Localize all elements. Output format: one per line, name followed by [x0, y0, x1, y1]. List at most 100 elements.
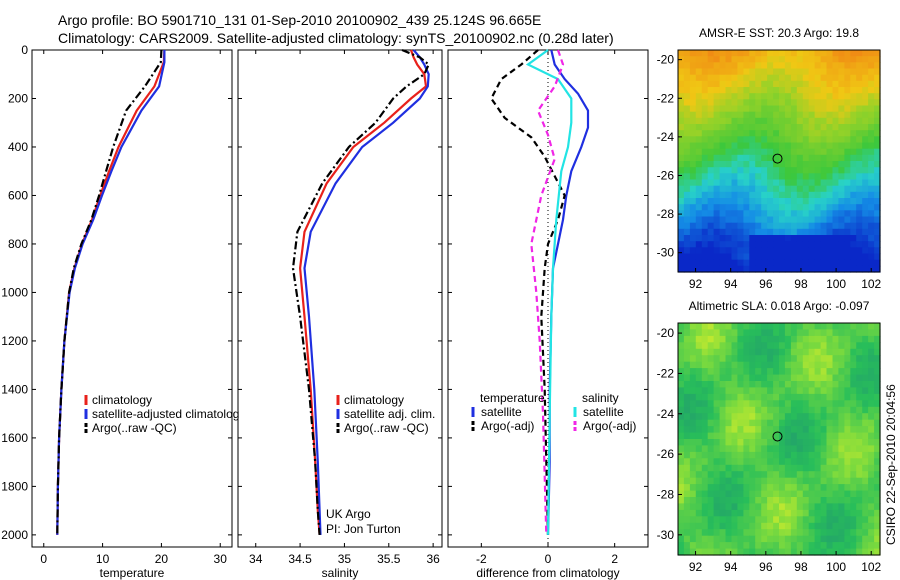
heatmap-cell [743, 471, 750, 479]
heatmap-cell [773, 74, 780, 82]
heatmap-cell [755, 484, 762, 492]
heatmap-cell [856, 387, 863, 395]
heatmap-cell [796, 464, 804, 472]
heatmap-cell [713, 235, 721, 242]
heatmap-cell [725, 87, 732, 94]
heatmap-cell [689, 74, 697, 82]
heatmap-cell [784, 198, 792, 205]
heatmap-cell [755, 191, 762, 199]
heatmap-cell [856, 185, 863, 193]
heatmap-cell [808, 426, 816, 434]
heatmap-cell [850, 161, 857, 168]
heatmap-cell [719, 406, 727, 414]
heatmap-cell [761, 111, 768, 119]
heatmap-cell [719, 451, 727, 459]
heatmap-cell [678, 400, 685, 408]
heatmap-cell [862, 400, 869, 408]
heatmap-cell [779, 161, 786, 168]
heatmap-cell [784, 516, 792, 524]
heatmap-cell [689, 228, 697, 236]
heatmap-cell [820, 445, 828, 453]
heatmap-cell [862, 87, 869, 94]
heatmap-cell [838, 542, 845, 550]
heatmap-cell [737, 99, 744, 107]
heatmap-cell [713, 439, 721, 446]
heatmap-cell [749, 74, 756, 82]
heatmap-cell [826, 99, 833, 107]
heatmap-cell [802, 148, 810, 156]
heatmap-cell [707, 516, 715, 524]
heatmap-cell [826, 419, 833, 427]
heatmap-cell [790, 361, 798, 369]
heatmap-cell [713, 342, 721, 350]
heatmap-cell [844, 419, 851, 427]
heatmap-cell [701, 198, 709, 205]
heatmap-cell [725, 503, 732, 511]
heatmap-cell [844, 522, 851, 530]
heatmap-cell [678, 87, 685, 94]
heatmap-cell [844, 445, 851, 453]
heatmap-cell [731, 265, 738, 273]
heatmap-cell [802, 50, 810, 57]
heatmap-cell [701, 179, 709, 187]
heatmap-cell [856, 406, 863, 414]
heatmap-cell [737, 222, 744, 230]
heatmap-cell [701, 335, 709, 343]
heatmap-cell [844, 142, 851, 150]
heatmap-cell [725, 216, 732, 224]
heatmap-cell [832, 464, 839, 472]
heatmap-cell [743, 497, 750, 504]
heatmap-cell [725, 432, 732, 440]
heatmap-cell [683, 111, 691, 119]
heatmap-cell [862, 458, 869, 466]
heatmap-cell [784, 342, 792, 350]
heatmap-cell [802, 198, 810, 205]
heatmap-cell [832, 484, 839, 492]
heatmap-cell [755, 259, 762, 267]
heatmap-cell [678, 348, 685, 356]
heatmap-cell [820, 216, 828, 224]
heatmap-cell [731, 198, 738, 205]
heatmap-cell [868, 74, 875, 82]
heatmap-cell [707, 265, 715, 273]
heatmap-cell [832, 50, 839, 57]
heatmap-cell [814, 247, 822, 255]
heatmap-cell [838, 204, 845, 211]
heatmap-cell [695, 400, 703, 408]
heatmap-cell [773, 167, 780, 174]
heatmap-cell [832, 253, 839, 261]
heatmap-cell [713, 361, 721, 369]
heatmap-cell [731, 432, 738, 440]
heatmap-cell [844, 68, 851, 76]
heatmap-cell [767, 124, 774, 131]
heatmap-cell [755, 222, 762, 230]
heatmap-cell [737, 368, 744, 376]
heatmap-cell [761, 179, 768, 187]
heatmap-cell [838, 406, 845, 414]
heatmap-cell [850, 342, 857, 350]
heatmap-cell [755, 124, 762, 131]
x-tick-label: 100 [826, 277, 846, 291]
heatmap-cell [838, 355, 845, 363]
heatmap-cell [844, 458, 851, 466]
heatmap-cell [796, 400, 804, 408]
heatmap-cell [838, 497, 845, 504]
x-tick-label: 36 [426, 552, 440, 566]
heatmap-cell [707, 111, 715, 119]
heatmap-cell [701, 241, 709, 248]
heatmap-cell [737, 490, 744, 498]
heatmap-cell [856, 522, 863, 530]
heatmap-cell [868, 529, 875, 537]
heatmap-cell [779, 329, 786, 337]
heatmap-cell [874, 516, 881, 524]
heatmap-cell [689, 400, 697, 408]
heatmap-cell [784, 124, 792, 131]
heatmap-cell [862, 259, 869, 267]
heatmap-cell [767, 62, 774, 70]
heatmap-cell [743, 381, 750, 388]
heatmap-cell [713, 259, 721, 267]
heatmap-cell [790, 235, 798, 242]
heatmap-cell [838, 490, 845, 498]
heatmap-cell [814, 161, 822, 168]
heatmap-cell [725, 124, 732, 131]
